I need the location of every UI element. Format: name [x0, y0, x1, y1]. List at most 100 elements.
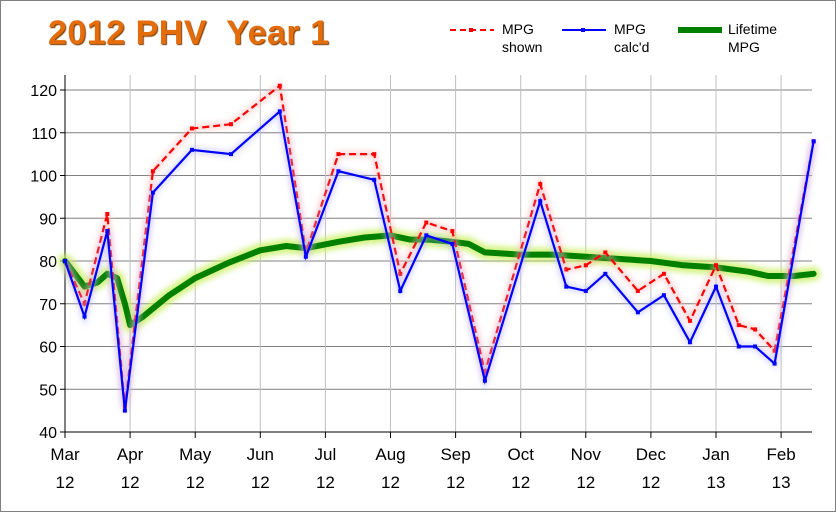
lifetime-mpg-line	[62, 232, 817, 329]
x-tick-label-year: 13	[707, 473, 726, 492]
mpg-calcd-point	[82, 314, 87, 319]
x-tick-label-year: 12	[641, 473, 660, 492]
mpg-calcd-point	[661, 293, 666, 298]
x-tick-label-year: 12	[186, 473, 205, 492]
mpg-calcd-point	[736, 344, 741, 349]
legend-label-mpg-calcd-line2: calc'd	[614, 39, 650, 55]
mpg-calcd-point	[753, 344, 758, 349]
y-tick-label: 60	[39, 340, 57, 357]
x-tick-label-year: 12	[251, 473, 270, 492]
mpg-calcd-point	[303, 254, 308, 259]
mpg-calcd-point	[150, 190, 155, 195]
x-tick-label-month: Sep	[440, 445, 470, 464]
x-tick-label-month: Jul	[315, 445, 337, 464]
legend-label-mpg-calcd-line1: MPG	[614, 21, 646, 37]
legend-swatch-mpg-calcd	[562, 28, 606, 32]
mpg-calcd-point	[482, 378, 487, 383]
x-tick-label-month: Apr	[117, 445, 144, 464]
mpg-calcd-point	[63, 259, 67, 263]
mpg-shown-point	[753, 327, 758, 332]
mpg-shown-point	[150, 169, 155, 174]
mpg-calcd-point	[122, 408, 127, 413]
legend-label-lifetime-mpg-line2: MPG	[728, 39, 760, 55]
legend-swatch-lifetime-mpg	[678, 27, 722, 33]
chart-title: 2012 PHV Year 1	[48, 14, 330, 52]
mpg-calcd-point	[450, 241, 455, 246]
x-tick-label-year: 13	[772, 473, 791, 492]
mpg-shown-point	[714, 263, 718, 268]
x-tick-label-month: Jun	[247, 445, 274, 464]
mpg-shown-point	[336, 152, 341, 157]
mpg-calcd-point	[583, 288, 588, 293]
legend-swatch-mpg-shown	[450, 28, 494, 32]
x-tick-label-year: 12	[316, 473, 335, 492]
x-tick-label-year: 12	[56, 473, 75, 492]
y-tick-label: 50	[39, 382, 57, 399]
mpg-calcd-point	[687, 340, 692, 345]
mpg-shown-point	[277, 83, 282, 88]
mpg-shown-point	[189, 126, 194, 131]
x-tick-label-month: Nov	[571, 445, 602, 464]
mpg-calcd-point	[811, 139, 816, 144]
mpg-shown-point	[583, 263, 588, 268]
x-tick-label-month: Mar	[50, 445, 80, 464]
series-lifetime-mpg	[58, 228, 821, 333]
legend-label-lifetime-mpg-line1: Lifetime	[728, 21, 778, 37]
x-tick-label-month: Jan	[702, 445, 729, 464]
mpg-calcd-point	[635, 310, 640, 315]
y-tick-label: 100	[30, 169, 57, 186]
x-tick-label-year: 12	[576, 473, 595, 492]
mpg-shown-point	[372, 152, 377, 157]
mpg-calcd-point	[105, 229, 110, 234]
mpg-shown-point	[105, 211, 110, 216]
mpg-shown-point	[424, 220, 429, 225]
y-tick-label: 40	[39, 425, 57, 442]
mpg-shown-point	[603, 250, 608, 255]
y-tick-label: 110	[31, 126, 57, 143]
y-tick-label: 80	[39, 254, 57, 271]
mpg-calcd-point	[772, 361, 777, 366]
mpg-calcd-point	[372, 177, 377, 182]
mpg-shown-point	[82, 301, 87, 306]
mpg-shown-point	[736, 323, 741, 328]
x-tick-labels: Mar 12 Apr 12 May 12 Jun 12 Jul 12 Aug 12 Sep 12 Oct 12…	[50, 445, 795, 492]
x-tick-label-year: 12	[446, 473, 465, 492]
x-tick-label-year: 12	[121, 473, 140, 492]
x-tick-label-month: Oct	[507, 445, 534, 464]
y-tick-label: 120	[30, 83, 57, 100]
mpg-shown-point	[661, 271, 666, 276]
mpg-shown-point	[398, 271, 403, 276]
x-tick-label-month: Feb	[766, 445, 795, 464]
x-tick-label-year: 12	[381, 473, 400, 492]
mpg-shown-point	[450, 229, 455, 234]
mpg-shown-point	[564, 267, 569, 272]
series-mpg-calcd	[62, 105, 817, 413]
x-tick-label-month: Dec	[636, 445, 667, 464]
mpg-calcd-point	[189, 147, 194, 152]
mpg-calcd-point	[277, 109, 282, 114]
y-tick-label: 70	[39, 297, 57, 314]
gridlines	[65, 75, 812, 433]
x-tick-label-month: May	[179, 445, 212, 464]
mpg-calcd-point	[398, 288, 403, 293]
legend-label-mpg-shown-line2: shown	[502, 39, 543, 55]
mpg-shown-point	[635, 288, 640, 293]
y-tick-label: 90	[39, 211, 57, 228]
mpg-calcd-point	[424, 233, 429, 238]
mpg-calcd-point	[714, 284, 718, 289]
mpg-calcd-point	[538, 199, 543, 204]
axes	[60, 75, 812, 438]
mpg-shown-point	[538, 182, 543, 187]
mpg-calcd-point	[229, 152, 234, 157]
y-tick-labels: 40 50 60 70 80 90 100 110 120	[30, 83, 57, 442]
mpg-calcd-point	[336, 169, 341, 174]
x-tick-label-year: 12	[511, 473, 530, 492]
mpg-shown-point	[229, 122, 234, 127]
plot-area	[65, 75, 812, 432]
x-tick-label-month: Aug	[375, 445, 405, 464]
mpg-calcd-point	[564, 284, 569, 289]
mpg-shown-point	[687, 318, 692, 323]
mpg-calcd-point	[603, 271, 608, 276]
legend-label-mpg-shown-line1: MPG	[502, 21, 534, 37]
